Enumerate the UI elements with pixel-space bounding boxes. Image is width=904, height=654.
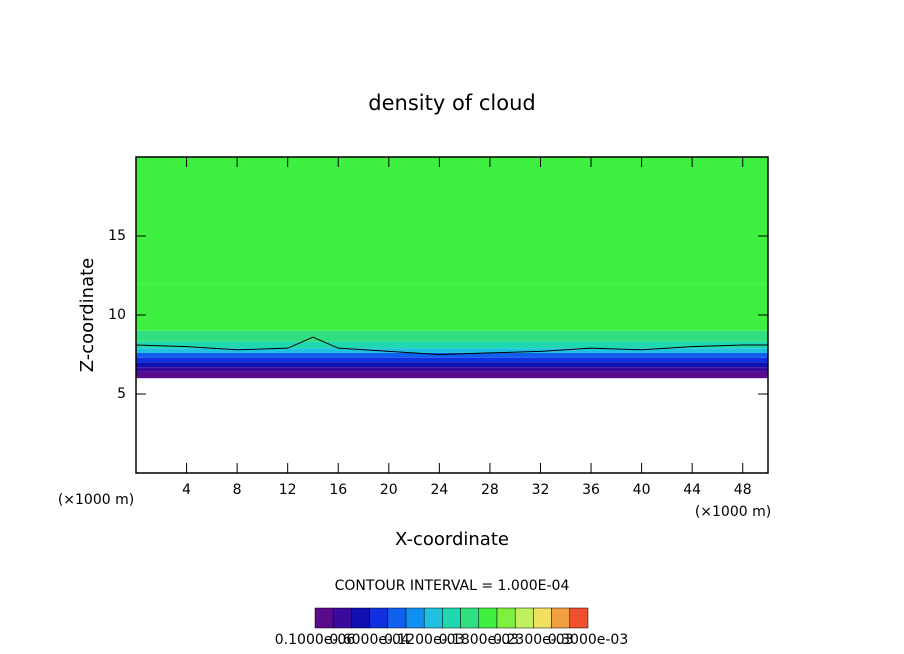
- colorbar-cell: [405, 607, 425, 629]
- colorbar-label: 0.3000e-03: [548, 632, 628, 648]
- layer: [136, 157, 768, 284]
- x-tick-label: 8: [233, 482, 242, 498]
- colorbar-cell: [351, 607, 370, 629]
- x-tick-label: 36: [582, 482, 600, 498]
- colorbar-cell: [423, 607, 443, 629]
- colorbar-cell: [478, 607, 498, 629]
- layer: [136, 283, 768, 315]
- layer: [136, 348, 768, 353]
- x-tick-label: 24: [430, 482, 448, 498]
- layer: [136, 371, 768, 379]
- colorbar-cell: [460, 607, 480, 629]
- colorbar-cell: [387, 607, 407, 629]
- colorbar-cell: [551, 607, 571, 629]
- colorbar-label: 0.1200e-03: [384, 632, 464, 648]
- y-axis-label: Z-coordinate: [77, 258, 98, 373]
- colorbar-cell: [514, 607, 534, 629]
- colorbar-label: 0.2300e-03: [493, 632, 573, 648]
- y-tick-label: 5: [117, 386, 126, 402]
- x-tick-label: 44: [683, 482, 701, 498]
- colorbar-label: 0.1800e-03: [439, 632, 519, 648]
- colorbar-label: 0.6000e-04: [329, 632, 410, 648]
- colorbar-cell: [533, 607, 552, 629]
- layer: [136, 330, 768, 342]
- colorbar-cell: [332, 607, 352, 629]
- layer: [136, 362, 768, 368]
- colorbar-label: 0.1000e-06: [275, 632, 356, 648]
- layer: [136, 341, 768, 349]
- chart-title: density of cloud: [368, 91, 535, 115]
- colorbar-cell: [314, 607, 334, 629]
- colorbar-cell: [569, 607, 589, 629]
- x-tick-label: 4: [182, 482, 191, 498]
- x-tick-label: 16: [329, 482, 347, 498]
- y-unit: (×1000 m): [695, 504, 771, 520]
- colorbar-cell: [496, 607, 516, 629]
- x-tick-label: 20: [380, 482, 398, 498]
- x-axis-label: X-coordinate: [395, 529, 509, 550]
- x-unit: (×1000 m): [58, 492, 134, 508]
- x-tick-label: 28: [481, 482, 499, 498]
- contour-line: [135, 336, 768, 356]
- layer: [136, 367, 768, 372]
- colorbar-cell: [442, 607, 461, 629]
- x-tick-label: 48: [734, 482, 752, 498]
- x-tick-label: 12: [279, 482, 297, 498]
- contour-note: CONTOUR INTERVAL = 1.000E-04: [335, 578, 570, 594]
- layer: [136, 357, 768, 363]
- y-tick-label: 15: [108, 228, 126, 244]
- colorbar-cell: [369, 607, 389, 629]
- x-tick-label: 32: [532, 482, 550, 498]
- x-tick-label: 40: [633, 482, 651, 498]
- layer: [136, 352, 768, 358]
- y-tick-label: 10: [108, 307, 126, 323]
- layer: [136, 315, 768, 331]
